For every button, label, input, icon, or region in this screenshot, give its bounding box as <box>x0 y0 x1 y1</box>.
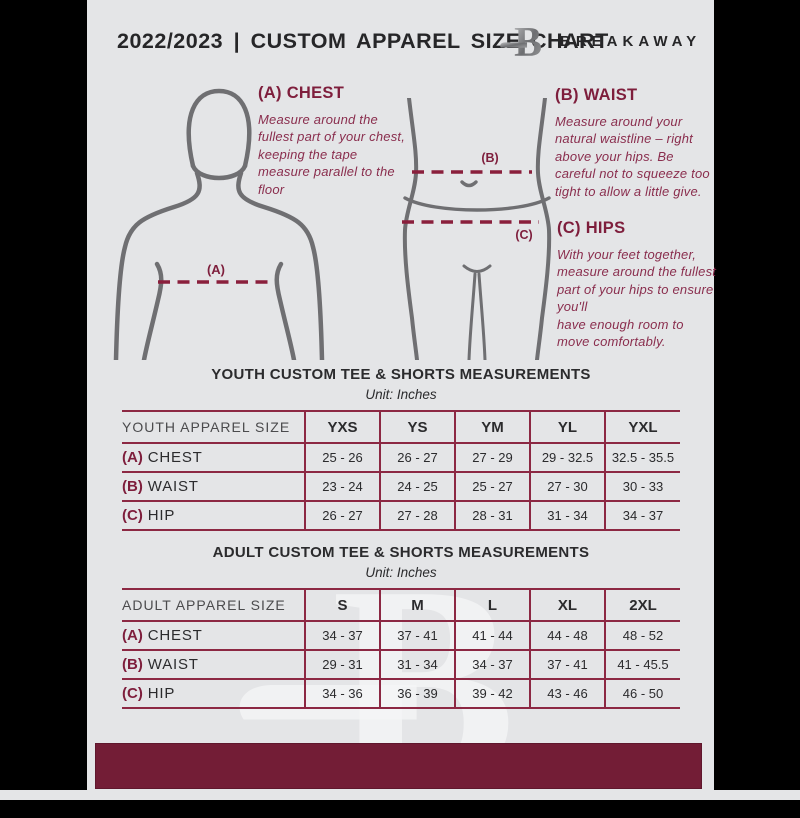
measurement-cell: 41 - 44 <box>454 621 530 650</box>
brand-name: BREAKAWAY <box>560 33 702 50</box>
table-row: (B) WAIST 23 - 24 24 - 25 25 - 27 27 - 30 30 … <box>122 472 680 501</box>
measurement-cell: 32.5 - 35.5 <box>604 443 680 472</box>
column-header: YS <box>379 411 455 443</box>
column-header: YM <box>454 411 530 443</box>
document-page: B 2022/2023 | CUSTOM APPAREL SIZE CHART … <box>87 0 716 818</box>
column-header: YXL <box>604 411 680 443</box>
measure-label: (C) HIP <box>122 685 176 702</box>
lower-body-diagram: (B) (C) <box>402 98 552 360</box>
footer-accent-bar <box>95 743 702 789</box>
measurement-cell: 34 - 37 <box>604 501 680 530</box>
measurement-cell: 44 - 48 <box>529 621 605 650</box>
table-row: (C) HIP 26 - 27 27 - 28 28 - 31 31 - 34 34 - … <box>122 501 680 530</box>
column-header: S <box>304 589 380 621</box>
measurement-cell: 39 - 42 <box>454 679 530 708</box>
hips-marker-label: (C) <box>515 228 532 242</box>
adult-header-row: ADULT APPAREL SIZE S M L XL 2XL <box>122 589 680 621</box>
measure-label: (B) WAIST <box>122 656 199 673</box>
column-header: L <box>454 589 530 621</box>
measurement-cell: 37 - 41 <box>379 621 455 650</box>
chest-description: Measure around the fullest part of your … <box>258 112 406 197</box>
measurement-cell: 26 - 27 <box>379 443 455 472</box>
hips-instructions: (C) HIPS With your feet together, measur… <box>557 219 719 350</box>
measure-label: (A) CHEST <box>122 627 203 644</box>
breakaway-b-logo-icon: B <box>500 20 542 63</box>
measurement-cell: 43 - 46 <box>529 679 605 708</box>
left-inner-leg <box>467 272 477 360</box>
measure-label: (A) CHEST <box>122 449 203 466</box>
measurement-cell: 27 - 30 <box>529 472 605 501</box>
column-header: YXS <box>304 411 380 443</box>
adult-table-unit: Unit: Inches <box>365 565 437 580</box>
page-title: 2022/2023 | CUSTOM APPAREL SIZE CHART <box>117 29 609 53</box>
measurement-cell: 34 - 37 <box>304 621 380 650</box>
left-torso-leg-outline <box>402 98 419 360</box>
left-shoulder-arm <box>113 170 202 360</box>
chest-heading: (A) CHEST <box>258 84 345 102</box>
youth-table-unit: Unit: Inches <box>365 387 437 402</box>
right-shoulder-arm <box>236 170 325 360</box>
measurement-cell: 31 - 34 <box>379 650 455 679</box>
measurement-cell: 28 - 31 <box>454 501 530 530</box>
column-header: YL <box>529 411 605 443</box>
measurement-cell: 29 - 32.5 <box>529 443 605 472</box>
right-inner-arm <box>274 261 297 360</box>
left-inner-arm <box>141 261 164 360</box>
measurement-cell: 37 - 41 <box>529 650 605 679</box>
head-outline <box>186 88 252 169</box>
measurement-cell: 26 - 27 <box>304 501 380 530</box>
waist-heading: (B) WAIST <box>555 86 638 104</box>
right-inner-leg <box>477 272 487 360</box>
hips-heading: (C) HIPS <box>557 219 626 237</box>
hips-description: With your feet together, measure around … <box>557 247 717 350</box>
measurement-cell: 34 - 36 <box>304 679 380 708</box>
belly-button <box>460 180 478 188</box>
waist-instructions: (B) WAIST Measure around your natural wa… <box>555 86 713 200</box>
torso-diagram: (A) <box>113 88 325 360</box>
table-row: (A) CHEST 34 - 37 37 - 41 41 - 44 44 - 48 48 … <box>122 621 680 650</box>
measurement-cell: 36 - 39 <box>379 679 455 708</box>
measurement-cell: 34 - 37 <box>454 650 530 679</box>
measurement-cell: 25 - 26 <box>304 443 380 472</box>
measurement-cell: 46 - 50 <box>604 679 680 708</box>
chest-instructions: (A) CHEST Measure around the fullest par… <box>258 84 410 198</box>
column-header: XL <box>529 589 605 621</box>
measure-label: (B) WAIST <box>122 478 199 495</box>
column-header: M <box>379 589 455 621</box>
youth-size-label: YOUTH APPAREL SIZE <box>122 419 291 435</box>
table-row: (C) HIP 34 - 36 36 - 39 39 - 42 43 - 46 46 - … <box>122 679 680 708</box>
measurement-cell: 30 - 33 <box>604 472 680 501</box>
measure-label: (C) HIP <box>122 507 176 524</box>
measurement-cell: 23 - 24 <box>304 472 380 501</box>
chest-marker-label: (A) <box>207 262 225 277</box>
crotch-curve <box>462 264 492 273</box>
measurement-cell: 29 - 31 <box>304 650 380 679</box>
youth-table-title: YOUTH CUSTOM TEE & SHORTS MEASUREMENTS <box>211 366 591 383</box>
measurement-cell: 25 - 27 <box>454 472 530 501</box>
adult-table-title: ADULT CUSTOM TEE & SHORTS MEASUREMENTS <box>212 544 590 561</box>
svg-text:B: B <box>514 20 542 63</box>
measurement-cell: 48 - 52 <box>604 621 680 650</box>
chin-outline <box>190 163 248 181</box>
waist-marker-label: (B) <box>481 151 498 165</box>
youth-header-row: YOUTH APPAREL SIZE YXS YS YM YL YXL <box>122 411 680 443</box>
right-torso-leg-outline <box>535 98 552 360</box>
hip-line <box>403 196 551 212</box>
table-row: (B) WAIST 29 - 31 31 - 34 34 - 37 37 - 41 41 … <box>122 650 680 679</box>
measurement-cell: 41 - 45.5 <box>604 650 680 679</box>
column-header: 2XL <box>604 589 680 621</box>
waist-description: Measure around your natural waistline – … <box>555 114 710 199</box>
measurement-cell: 24 - 25 <box>379 472 455 501</box>
adult-size-label: ADULT APPAREL SIZE <box>122 597 286 613</box>
measurement-cell: 27 - 28 <box>379 501 455 530</box>
table-row: (A) CHEST 25 - 26 26 - 27 27 - 29 29 - 32.5 3… <box>122 443 680 472</box>
adult-size-table: ADULT APPAREL SIZE S M L XL 2XL (A) CHES… <box>122 588 680 709</box>
page-bottom-margin <box>0 790 800 800</box>
measurement-cell: 27 - 29 <box>454 443 530 472</box>
measurement-cell: 31 - 34 <box>529 501 605 530</box>
youth-size-table: YOUTH APPAREL SIZE YXS YS YM YL YXL (A) … <box>122 410 680 531</box>
